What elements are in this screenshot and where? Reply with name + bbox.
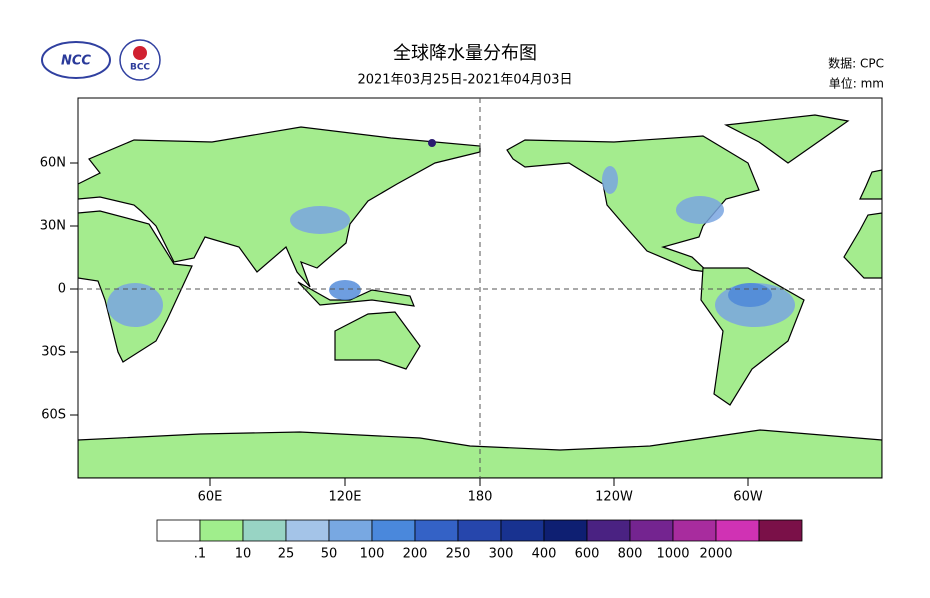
color-box <box>328 519 373 542</box>
colorbar: .1 10 25 50 100 200 250 300 400 600 800 1000 2000 <box>156 519 803 562</box>
lon-label: 60E <box>198 490 223 505</box>
color-box <box>285 519 330 542</box>
unit: 单位: mm <box>829 76 884 91</box>
indonesia <box>297 281 415 307</box>
lat-label: 30N <box>40 219 66 234</box>
west-africa <box>843 212 882 279</box>
legend-label: 600 <box>575 547 600 562</box>
axes: 60N 30N 0 30S 60S 60E 120E 180 120W 60W <box>40 156 763 505</box>
legend-label: 200 <box>403 547 428 562</box>
color-box <box>586 519 631 542</box>
legend-label: 250 <box>446 547 471 562</box>
lat-label: 0 <box>58 282 66 297</box>
logo-ncc: NCC <box>41 41 111 79</box>
rain-area <box>290 206 350 234</box>
subtitle: 2021年03月25日-2021年04月03日 <box>357 73 572 88</box>
color-box <box>715 519 760 542</box>
rain-area <box>107 283 163 327</box>
lat-label: 60S <box>41 408 66 423</box>
legend-label: 100 <box>360 547 385 562</box>
lat-label: 60N <box>40 156 66 171</box>
rain-area <box>329 280 361 300</box>
australia <box>334 311 421 370</box>
legend-label: 800 <box>618 547 643 562</box>
lon-label: 120W <box>595 490 633 505</box>
legend-label: 10 <box>235 547 252 562</box>
greenland <box>723 114 850 164</box>
color-box <box>371 519 416 542</box>
legend-label: 300 <box>489 547 514 562</box>
lon-label: 60W <box>733 490 763 505</box>
eurasia <box>78 126 481 288</box>
color-box <box>672 519 717 542</box>
color-box <box>414 519 459 542</box>
color-box <box>156 519 201 542</box>
legend-label: .1 <box>194 547 206 562</box>
color-box <box>199 519 244 542</box>
rain-area <box>428 139 436 147</box>
color-box <box>629 519 674 542</box>
color-box <box>457 519 502 542</box>
color-box <box>758 519 803 542</box>
lat-label: 30S <box>41 345 66 360</box>
logo-bcc: BCC <box>119 39 161 81</box>
source: 数据: CPC <box>828 56 884 71</box>
lon-label: 120E <box>328 490 361 505</box>
europe-west <box>859 169 882 200</box>
logo-text: BCC <box>130 63 150 73</box>
north-america <box>506 135 760 273</box>
legend-label: 400 <box>532 547 557 562</box>
rain-area <box>728 283 772 307</box>
legend-label: 2000 <box>699 547 732 562</box>
logo-text: NCC <box>61 54 91 69</box>
legend-label: 50 <box>321 547 338 562</box>
color-box <box>543 519 588 542</box>
map: 60N 30N 0 30S 60S 60E 120E 180 120W 60W <box>40 97 883 505</box>
color-box <box>500 519 545 542</box>
title: 全球降水量分布图 <box>393 43 537 64</box>
legend-label: 25 <box>278 547 295 562</box>
lon-label: 180 <box>468 490 493 505</box>
rain-area <box>602 166 618 194</box>
color-box <box>242 519 287 542</box>
legend-label: 1000 <box>656 547 689 562</box>
rain-area <box>676 196 724 224</box>
